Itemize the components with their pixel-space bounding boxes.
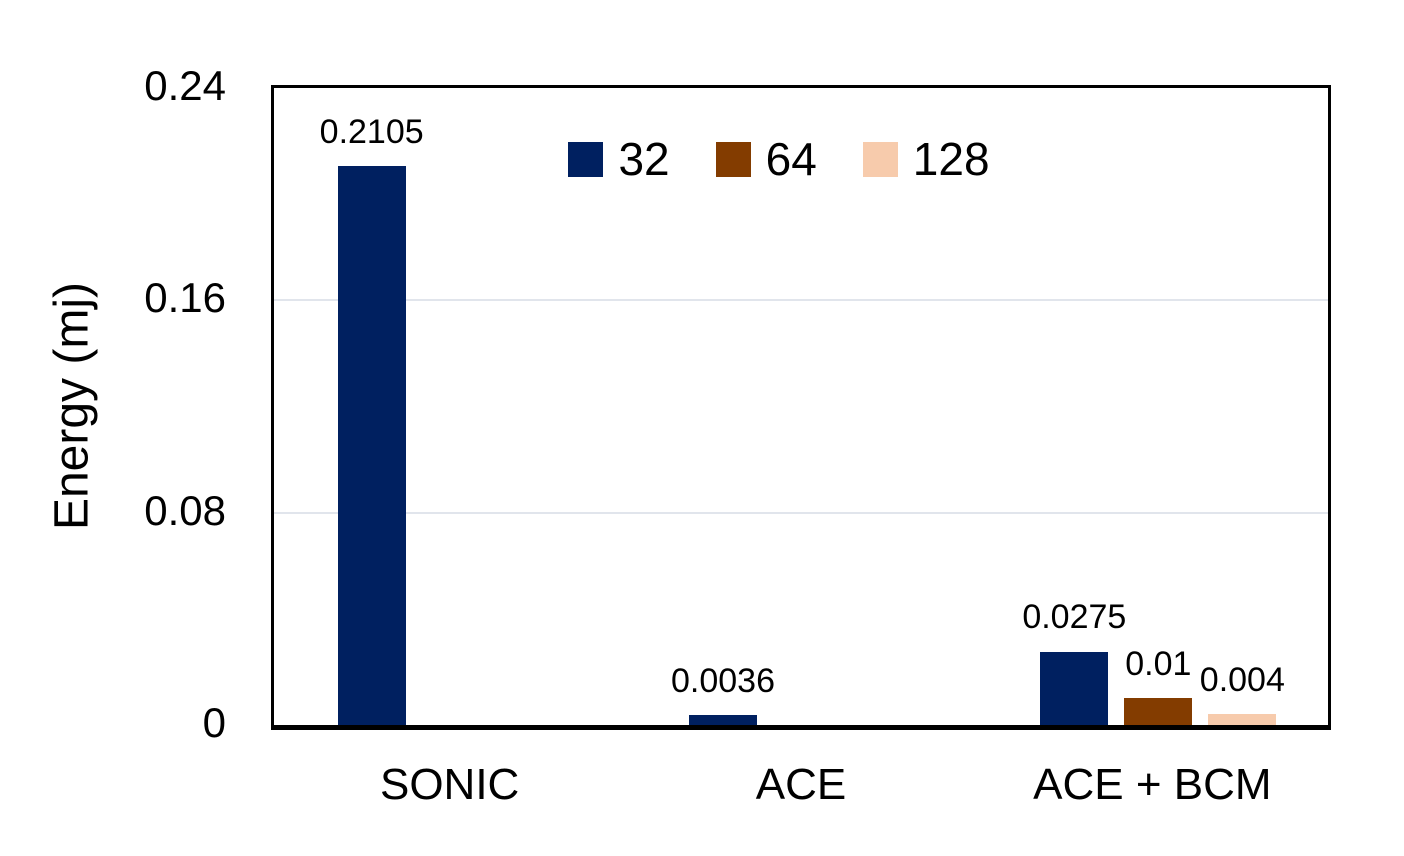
legend-label-32: 32 — [618, 133, 670, 185]
bar-64-ACE + BCM — [1124, 698, 1193, 725]
x-category-label-ACE + BCM: ACE + BCM — [1033, 760, 1272, 809]
legend-swatch-32 — [568, 141, 604, 177]
bar-128-ACE + BCM — [1208, 714, 1277, 725]
legend-swatch-128 — [862, 141, 898, 177]
legend-item-128: 128 — [862, 132, 990, 186]
bar-value-label-0.0036: 0.0036 — [671, 661, 775, 700]
x-category-label-ACE: ACE — [755, 760, 847, 809]
bars-layer: 0.2105 0.0036 0.0275 0.01 0.004 — [274, 88, 1328, 725]
bar-32-ACE + BCM — [1040, 652, 1109, 725]
bar-value-label-0.004: 0.004 — [1199, 660, 1285, 699]
y-tick-label-0.08: 0.08 — [144, 486, 226, 534]
bar-value-label-0.01: 0.01 — [1125, 644, 1192, 683]
bar-32-ACE — [689, 715, 757, 725]
gridlines — [274, 88, 1328, 725]
legend-item-32: 32 — [568, 132, 670, 186]
legend-item-64: 64 — [715, 132, 817, 186]
bar-value-label-0.2105: 0.2105 — [319, 112, 424, 151]
bar-value-label-0.0275: 0.0275 — [1022, 598, 1127, 637]
plot-area: 0.2105 0.0036 0.0275 0.01 0.004 32 64 128 — [271, 85, 1331, 730]
x-category-label-SONIC: SONIC — [379, 760, 520, 809]
bar-32-SONIC — [337, 166, 406, 725]
gridline-0.16 — [274, 299, 1328, 302]
gridline-0.08 — [274, 511, 1328, 514]
y-tick-label-0: 0 — [202, 699, 226, 747]
legend: 32 64 128 — [252, 132, 1306, 186]
legend-swatch-64 — [715, 141, 751, 177]
y-tick-label-0.16: 0.16 — [144, 274, 226, 322]
y-tick-label-0.24: 0.24 — [144, 62, 226, 110]
legend-label-128: 128 — [912, 133, 990, 185]
legend-label-64: 64 — [765, 133, 817, 185]
